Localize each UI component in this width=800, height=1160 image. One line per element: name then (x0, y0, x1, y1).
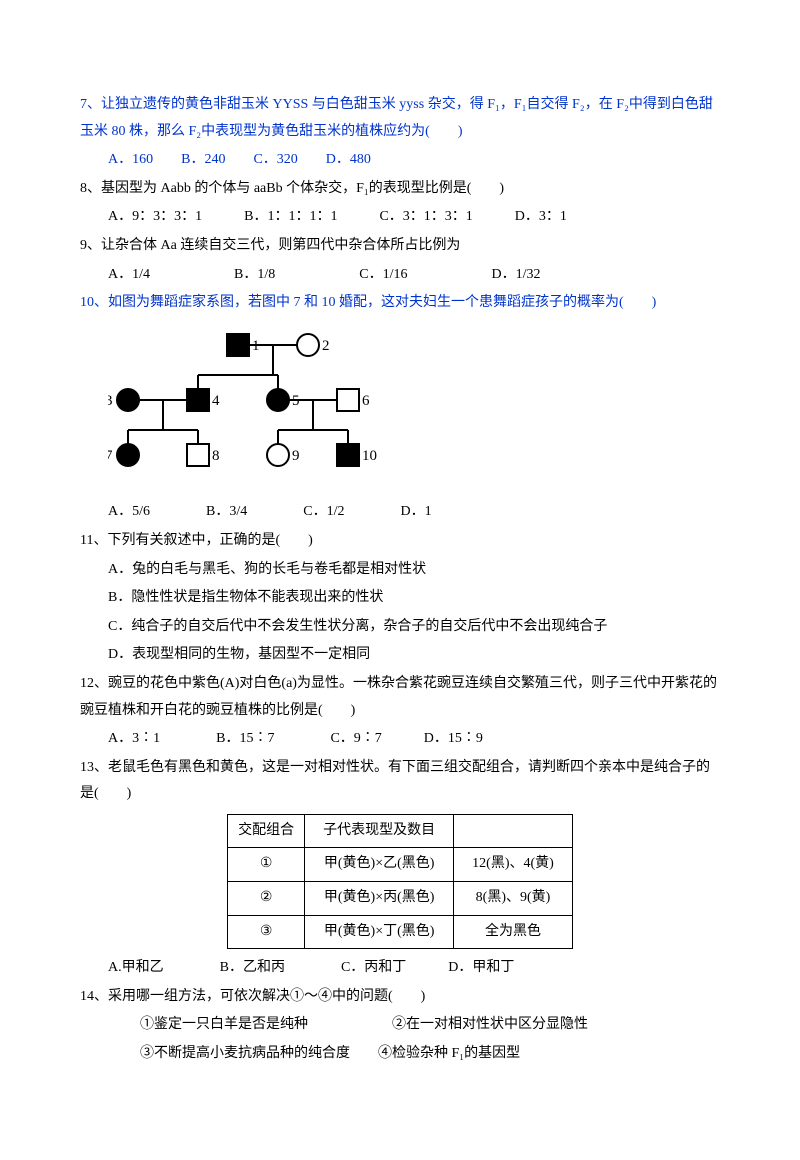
q9-options: A．1/4 B．1/8 C．1/16 D．1/32 (80, 262, 720, 289)
table-header (454, 814, 573, 848)
table-cell: ③ (228, 915, 305, 949)
table-cell: 全为黑色 (454, 915, 573, 949)
q8-text: 8、基因型为 Aabb 的个体与 aaBb 个体杂交，F₁的表现型比例是( ) (80, 176, 720, 203)
table-header: 交配组合 (228, 814, 305, 848)
svg-text:8: 8 (212, 448, 220, 464)
q7-text: 7、让独立遗传的黄色非甜玉米 YYSS 与白色甜玉米 yyss 杂交，得 F₁，… (80, 92, 720, 145)
q13-options: A.甲和乙 B．乙和丙 C．丙和丁 D．甲和丁 (80, 955, 720, 982)
table-cell: ① (228, 848, 305, 882)
q14-line2: ③不断提高小麦抗病品种的纯合度 ④检验杂种 F₁的基因型 (80, 1041, 720, 1068)
pedigree-diagram: 1 2 3 4 5 6 7 8 9 10 (108, 325, 720, 496)
q7-options: A．160 B．240 C．320 D．480 (80, 147, 720, 174)
svg-text:1: 1 (252, 338, 260, 354)
q14-text: 14、采用哪一组方法，可依次解决①～④中的问题( ) (80, 984, 720, 1011)
svg-text:7: 7 (108, 448, 113, 464)
q13-text: 13、老鼠毛色有黑色和黄色，这是一对相对性状。有下面三组交配组合，请判断四个亲本… (80, 755, 720, 808)
table-cell: ② (228, 882, 305, 916)
table-cell: 甲(黄色)×丙(黑色) (305, 882, 454, 916)
svg-text:2: 2 (322, 338, 330, 354)
q11-opt-c: C．纯合子的自交后代中不会发生性状分离，杂合子的自交后代中不会出现纯合子 (80, 614, 720, 641)
q11-opt-a: A．兔的白毛与黑毛、狗的长毛与卷毛都是相对性状 (80, 557, 720, 584)
q11-opt-b: B．隐性性状是指生物体不能表现出来的性状 (80, 585, 720, 612)
q10-options: A．5/6 B．3/4 C．1/2 D．1 (80, 499, 720, 526)
svg-text:5: 5 (292, 393, 300, 409)
q12-options: A．3∶1 B．15∶7 C．9∶7 D．15∶9 (80, 726, 720, 753)
svg-text:9: 9 (292, 448, 300, 464)
svg-text:3: 3 (108, 393, 113, 409)
q11-opt-d: D．表现型相同的生物，基因型不一定相同 (80, 642, 720, 669)
svg-text:6: 6 (362, 393, 370, 409)
table-header: 子代表现型及数目 (305, 814, 454, 848)
q8-options: A．9：3：3：1 B．1：1：1：1 C．3：1：3：1 D．3：1 (80, 204, 720, 231)
table-cell: 12(黑)、4(黄) (454, 848, 573, 882)
table-cell: 甲(黄色)×丁(黑色) (305, 915, 454, 949)
q9-text: 9、让杂合体 Aa 连续自交三代，则第四代中杂合体所占比例为 (80, 233, 720, 260)
svg-text:10: 10 (362, 448, 377, 464)
q10-text: 10、如图为舞蹈症家系图，若图中 7 和 10 婚配，这对夫妇生一个患舞蹈症孩子… (80, 290, 720, 317)
table-cell: 8(黑)、9(黄) (454, 882, 573, 916)
table-cell: 甲(黄色)×乙(黑色) (305, 848, 454, 882)
q13-table: 交配组合 子代表现型及数目 ① 甲(黄色)×乙(黑色) 12(黑)、4(黄) ②… (227, 814, 573, 949)
q12-text: 12、豌豆的花色中紫色(A)对白色(a)为显性。一株杂合紫花豌豆连续自交繁殖三代… (80, 671, 720, 724)
svg-text:4: 4 (212, 393, 220, 409)
q11-text: 11、下列有关叙述中，正确的是( ) (80, 528, 720, 555)
q14-line1: ①鉴定一只白羊是否是纯种 ②在一对相对性状中区分显隐性 (80, 1012, 720, 1039)
